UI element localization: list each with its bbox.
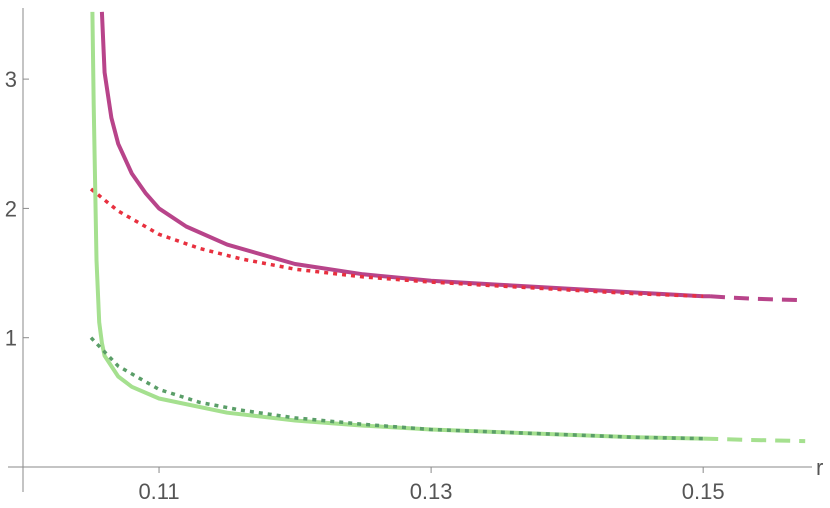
y-tick-label: 1	[5, 326, 17, 351]
series-line-dashed	[703, 436, 806, 444]
y-tick-label: 2	[5, 196, 17, 221]
x-axis-label: r	[816, 455, 823, 480]
y-tick-label: 3	[5, 67, 17, 92]
series-line-solid	[99, 11, 710, 299]
series-line-dotted	[89, 187, 704, 299]
tick-group: 0.11 0.13 0.15 1 2 3	[5, 67, 725, 504]
series-group	[89, 11, 806, 444]
x-tick-label: 0.11	[138, 479, 179, 504]
axes	[8, 8, 812, 492]
series-line-dotted	[89, 336, 704, 441]
x-tick-label: 0.15	[682, 479, 725, 504]
x-tick-label: 0.13	[410, 479, 453, 504]
series-line-dashed	[709, 294, 806, 303]
